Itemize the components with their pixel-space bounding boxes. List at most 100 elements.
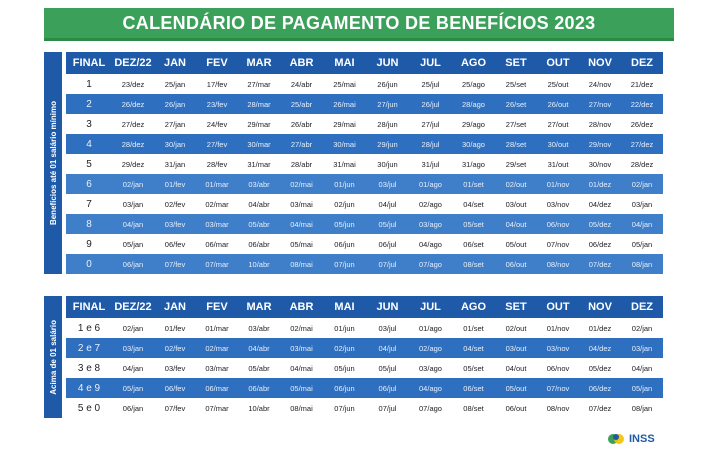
payment-date-cell: 03/jan [621, 338, 663, 358]
payment-date-cell: 04/jul [366, 194, 409, 214]
payment-date-cell: 29/mar [238, 114, 280, 134]
payment-date-cell: 30/out [537, 134, 579, 154]
final-digit-cell: 3 e 8 [66, 358, 112, 378]
payment-date-cell: 01/set [452, 318, 495, 338]
final-digit-cell: 5 e 0 [66, 398, 112, 418]
payment-date-cell: 01/fev [154, 318, 196, 338]
column-header-month: JUL [409, 296, 452, 318]
column-header-month: JUN [366, 52, 409, 74]
payment-date-cell: 08/nov [537, 398, 579, 418]
payment-date-cell: 04/mai [280, 214, 323, 234]
inss-logo: INSS [608, 431, 655, 447]
payment-date-cell: 02/jan [112, 318, 154, 338]
payment-date-cell: 03/nov [537, 338, 579, 358]
payment-date-cell: 08/mai [280, 254, 323, 274]
payment-date-cell: 28/jun [366, 114, 409, 134]
payment-date-cell: 02/jan [112, 174, 154, 194]
payment-date-cell: 28/set [495, 134, 537, 154]
payment-date-cell: 30/ago [452, 134, 495, 154]
payment-date-cell: 03/nov [537, 194, 579, 214]
payment-date-cell: 27/dez [621, 134, 663, 154]
payment-date-cell: 10/abr [238, 254, 280, 274]
payment-date-cell: 04/mai [280, 358, 323, 378]
payment-date-cell: 03/mai [280, 338, 323, 358]
payment-date-cell: 24/abr [280, 74, 323, 94]
table-header-row: FINAL DEZ/22 JAN FEV MAR ABR MAI JUN JUL AGO SET OU… [66, 296, 663, 318]
payment-date-cell: 03/jan [112, 194, 154, 214]
payment-date-cell: 28/dez [112, 134, 154, 154]
table-row: 8 04/jan 03/fev 03/mar 05/abr 04/mai 05/jun 05/… [66, 214, 663, 234]
payment-date-cell: 01/ago [409, 318, 452, 338]
payment-date-cell: 06/set [452, 378, 495, 398]
column-header-month: AGO [452, 52, 495, 74]
payment-date-cell: 30/jan [154, 134, 196, 154]
table-row: 5 e 0 06/jan 07/fev 07/mar 10/abr 08/mai 07/ju… [66, 398, 663, 418]
payment-date-cell: 07/mar [196, 398, 238, 418]
payment-date-cell: 26/set [495, 94, 537, 114]
payment-date-cell: 07/ago [409, 398, 452, 418]
table-row: 1 23/dez 25/jan 17/fev 27/mar 24/abr 25/mai 26/… [66, 74, 663, 94]
payment-date-cell: 03/jul [366, 174, 409, 194]
column-header-month: SET [495, 296, 537, 318]
payment-date-cell: 01/fev [154, 174, 196, 194]
payment-date-cell: 06/fev [154, 234, 196, 254]
payment-date-cell: 07/dez [579, 398, 621, 418]
payment-date-cell: 07/fev [154, 254, 196, 274]
payment-date-cell: 27/set [495, 114, 537, 134]
column-header-month: DEZ/22 [112, 52, 154, 74]
payment-date-cell: 05/abr [238, 214, 280, 234]
payment-date-cell: 10/abr [238, 398, 280, 418]
final-digit-cell: 9 [66, 234, 112, 254]
payment-date-cell: 03/jan [112, 338, 154, 358]
payment-date-cell: 06/dez [579, 378, 621, 398]
inss-logo-text: INSS [629, 433, 655, 445]
payment-date-cell: 06/nov [537, 358, 579, 378]
payment-date-cell: 28/dez [621, 154, 663, 174]
payment-date-cell: 27/jun [366, 94, 409, 114]
payment-date-cell: 21/dez [621, 74, 663, 94]
payment-date-cell: 02/jun [323, 338, 366, 358]
payment-date-cell: 05/set [452, 358, 495, 378]
payment-date-cell: 04/jan [621, 358, 663, 378]
payment-date-cell: 25/set [495, 74, 537, 94]
payment-date-cell: 02/mar [196, 194, 238, 214]
column-header-month: FEV [196, 52, 238, 74]
payment-date-cell: 05/abr [238, 358, 280, 378]
payment-date-cell: 02/jan [621, 174, 663, 194]
inss-logo-icon [608, 434, 624, 444]
payment-date-cell: 07/ago [409, 254, 452, 274]
final-digit-cell: 4 [66, 134, 112, 154]
column-header-month: DEZ [621, 296, 663, 318]
table-row: 9 05/jan 06/fev 06/mar 06/abr 05/mai 06/jun 06/… [66, 234, 663, 254]
payment-date-cell: 31/jul [409, 154, 452, 174]
payment-date-cell: 04/abr [238, 194, 280, 214]
payment-date-cell: 06/out [495, 398, 537, 418]
payment-date-cell: 07/nov [537, 234, 579, 254]
payment-date-cell: 28/ago [452, 94, 495, 114]
payment-date-cell: 04/ago [409, 234, 452, 254]
payment-date-cell: 07/jun [323, 254, 366, 274]
table-row: 4 e 9 05/jan 06/fev 06/mar 06/abr 05/mai 06/ju… [66, 378, 663, 398]
payment-date-cell: 06/set [452, 234, 495, 254]
column-header-month: FEV [196, 296, 238, 318]
payment-date-cell: 29/set [495, 154, 537, 174]
payment-date-cell: 02/fev [154, 194, 196, 214]
table-row: 2 e 7 03/jan 02/fev 02/mar 04/abr 03/mai 02/ju… [66, 338, 663, 358]
payment-date-cell: 03/mar [196, 358, 238, 378]
column-header-month: NOV [579, 52, 621, 74]
table-row: 5 29/dez 31/jan 28/fev 31/mar 28/abr 31/mai 30/… [66, 154, 663, 174]
payment-date-cell: 27/mar [238, 74, 280, 94]
final-digit-cell: 2 e 7 [66, 338, 112, 358]
payment-date-cell: 05/jun [323, 358, 366, 378]
payment-date-cell: 27/abr [280, 134, 323, 154]
section-side-label: Benefícios até 01 salário mínimo [44, 52, 62, 274]
table-row: 3 e 8 04/jan 03/fev 03/mar 05/abr 04/mai 05/ju… [66, 358, 663, 378]
payment-date-cell: 03/ago [409, 214, 452, 234]
payment-date-cell: 27/dez [112, 114, 154, 134]
payment-date-cell: 03/abr [238, 318, 280, 338]
payment-date-cell: 01/nov [537, 318, 579, 338]
payment-date-cell: 04/abr [238, 338, 280, 358]
payment-date-cell: 23/fev [196, 94, 238, 114]
table-row: 0 06/jan 07/fev 07/mar 10/abr 08/mai 07/jun 07/… [66, 254, 663, 274]
payment-date-cell: 05/jan [112, 378, 154, 398]
